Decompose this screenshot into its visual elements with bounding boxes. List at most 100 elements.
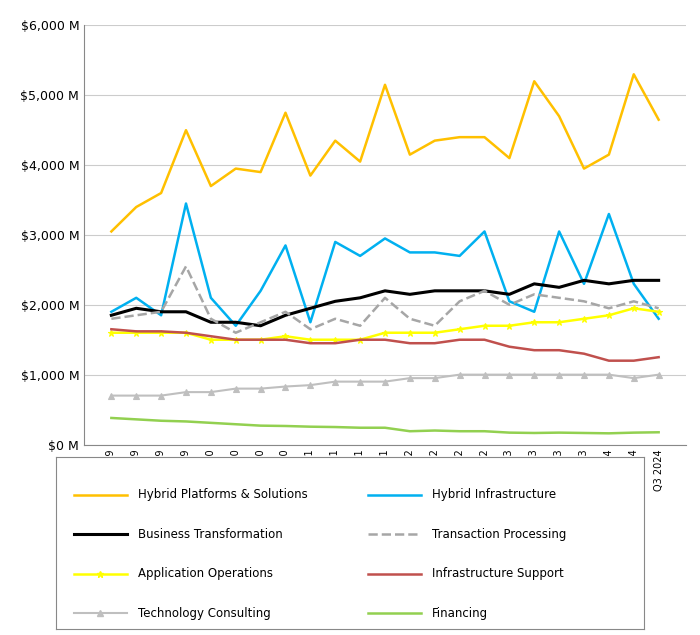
Financing — [232, 420, 240, 428]
Transaction Processing — [281, 308, 290, 316]
Text: Financing: Financing — [433, 606, 489, 620]
Infrastructure Support — [505, 343, 514, 351]
Transaction Processing — [132, 312, 141, 319]
Hybrid Infrastructure — [107, 308, 116, 316]
Transaction Processing — [381, 294, 389, 302]
Business Transformation — [331, 297, 340, 305]
Infrastructure Support — [480, 336, 489, 344]
Financing — [555, 429, 564, 436]
Application Operations — [629, 305, 638, 312]
Transaction Processing — [206, 315, 215, 323]
Hybrid Platforms & Solutions — [555, 112, 564, 120]
Text: Application Operations: Application Operations — [139, 567, 273, 580]
Business Transformation — [232, 319, 240, 326]
Hybrid Platforms & Solutions — [381, 81, 389, 89]
Hybrid Infrastructure — [132, 294, 141, 302]
Hybrid Platforms & Solutions — [182, 126, 190, 134]
Hybrid Infrastructure — [331, 238, 340, 246]
Hybrid Infrastructure — [505, 297, 514, 305]
Application Operations — [281, 333, 290, 340]
Hybrid Infrastructure — [281, 242, 290, 250]
Technology Consulting — [206, 389, 215, 396]
Technology Consulting — [232, 385, 240, 392]
Infrastructure Support — [356, 336, 364, 344]
Infrastructure Support — [456, 336, 464, 344]
Hybrid Platforms & Solutions — [430, 137, 439, 145]
Hybrid Infrastructure — [629, 280, 638, 288]
Technology Consulting — [654, 371, 663, 378]
Business Transformation — [356, 294, 364, 302]
Line: Infrastructure Support: Infrastructure Support — [111, 329, 659, 361]
Hybrid Platforms & Solutions — [456, 133, 464, 141]
Business Transformation — [456, 287, 464, 295]
Business Transformation — [306, 305, 314, 312]
Transaction Processing — [406, 315, 414, 323]
Hybrid Platforms & Solutions — [580, 165, 588, 173]
Business Transformation — [256, 322, 265, 330]
Application Operations — [480, 322, 489, 330]
Technology Consulting — [281, 383, 290, 391]
Transaction Processing — [232, 329, 240, 337]
Transaction Processing — [157, 308, 165, 316]
Financing — [157, 417, 165, 425]
Application Operations — [456, 325, 464, 333]
Line: Financing: Financing — [111, 418, 659, 433]
Technology Consulting — [629, 374, 638, 382]
Technology Consulting — [580, 371, 588, 378]
Application Operations — [256, 336, 265, 344]
Business Transformation — [629, 277, 638, 284]
Transaction Processing — [580, 297, 588, 305]
Financing — [182, 418, 190, 425]
Hybrid Platforms & Solutions — [406, 151, 414, 159]
Hybrid Platforms & Solutions — [132, 203, 141, 211]
Infrastructure Support — [629, 357, 638, 364]
Infrastructure Support — [281, 336, 290, 344]
Business Transformation — [605, 280, 613, 288]
Line: Hybrid Infrastructure: Hybrid Infrastructure — [111, 204, 659, 326]
Line: Transaction Processing: Transaction Processing — [111, 267, 659, 333]
Hybrid Infrastructure — [157, 312, 165, 319]
Financing — [480, 427, 489, 435]
Financing — [530, 429, 538, 437]
Hybrid Infrastructure — [555, 227, 564, 235]
Technology Consulting — [306, 381, 314, 389]
Infrastructure Support — [430, 339, 439, 347]
Text: Infrastructure Support: Infrastructure Support — [433, 567, 564, 580]
Hybrid Infrastructure — [206, 294, 215, 302]
Business Transformation — [580, 277, 588, 284]
Infrastructure Support — [406, 339, 414, 347]
Application Operations — [555, 319, 564, 326]
Application Operations — [654, 308, 663, 316]
Application Operations — [331, 336, 340, 344]
Hybrid Platforms & Solutions — [157, 189, 165, 197]
Technology Consulting — [530, 371, 538, 378]
Hybrid Infrastructure — [605, 210, 613, 218]
Hybrid Platforms & Solutions — [206, 182, 215, 190]
Hybrid Platforms & Solutions — [306, 172, 314, 180]
Hybrid Platforms & Solutions — [256, 168, 265, 176]
Application Operations — [605, 312, 613, 319]
Hybrid Infrastructure — [456, 252, 464, 260]
Application Operations — [530, 319, 538, 326]
Technology Consulting — [256, 385, 265, 392]
Business Transformation — [430, 287, 439, 295]
Infrastructure Support — [256, 336, 265, 344]
Infrastructure Support — [381, 336, 389, 344]
Application Operations — [206, 336, 215, 344]
Line: Hybrid Platforms & Solutions: Hybrid Platforms & Solutions — [111, 74, 659, 231]
Hybrid Platforms & Solutions — [107, 227, 116, 235]
Transaction Processing — [306, 325, 314, 333]
Technology Consulting — [505, 371, 514, 378]
Financing — [430, 427, 439, 434]
Financing — [132, 415, 141, 423]
Infrastructure Support — [605, 357, 613, 364]
Hybrid Infrastructure — [356, 252, 364, 260]
Transaction Processing — [430, 322, 439, 330]
Application Operations — [132, 329, 141, 337]
Business Transformation — [406, 291, 414, 298]
Technology Consulting — [381, 378, 389, 385]
Hybrid Platforms & Solutions — [480, 133, 489, 141]
Technology Consulting — [430, 374, 439, 382]
Transaction Processing — [456, 297, 464, 305]
Application Operations — [430, 329, 439, 337]
